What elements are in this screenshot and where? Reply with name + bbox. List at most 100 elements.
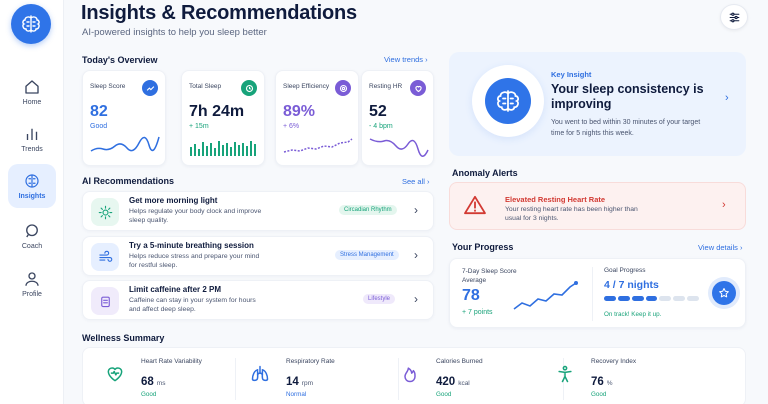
wellness-item-hrv[interactable]: Heart Rate Variability 68 ms Good [83, 356, 243, 402]
anomaly-title: Elevated Resting Heart Rate [505, 195, 606, 204]
recommendation-tag: Circadian Rhythm [339, 205, 397, 215]
anomaly-alert-card[interactable]: Elevated Resting Heart Rate Your resting… [449, 182, 746, 230]
cup-icon [91, 287, 119, 315]
sidebar-item-insights[interactable]: Insights [8, 164, 56, 208]
value: 68 [141, 376, 154, 388]
metric-card-sleep-score[interactable]: Sleep Score 82 Good [82, 70, 166, 166]
recommendation-desc: Helps reduce stress and prepare your min… [129, 253, 260, 269]
recommendation-item-caffeine[interactable]: Limit caffeine after 2 PM Caffeine can s… [82, 280, 434, 320]
value: 420 [436, 376, 456, 388]
sidebar-item-profile[interactable]: Profile [8, 262, 56, 306]
clock-icon [241, 80, 257, 96]
wellness-value: 14 rpm [286, 376, 313, 388]
recommendation-title: Limit caffeine after 2 PM [129, 285, 222, 294]
see-all-link[interactable]: See all › [402, 177, 430, 186]
chevron-right-icon: › [414, 292, 418, 306]
page-subtitle: AI-powered insights to help you sleep be… [82, 27, 267, 38]
metric-card-resting-hr[interactable]: Resting HR 52 - 4 bpm [361, 70, 434, 166]
recommendation-item-breathing[interactable]: Try a 5-minute breathing session Helps r… [82, 236, 434, 276]
metric-card-total-sleep[interactable]: Total Sleep 7h 24m + 15m [181, 70, 265, 166]
unit: % [606, 380, 613, 387]
avg-score-trendline [513, 281, 578, 310]
unit: ms [156, 380, 166, 387]
metric-sub: + 6% [283, 123, 300, 130]
sidebar-item-home[interactable]: Home [8, 70, 56, 114]
recommendation-title: Try a 5-minute breathing session [129, 241, 254, 250]
sidebar-item-trends[interactable]: Trends [8, 117, 56, 161]
recommendation-item-light[interactable]: Get more morning light Helps regulate yo… [82, 191, 434, 231]
sleep-score-sparkline [90, 136, 160, 152]
goal-note: On track! Keep it up. [604, 311, 662, 318]
divider [398, 358, 399, 400]
heart-pulse-icon [105, 364, 125, 389]
heart-icon [410, 80, 426, 96]
goal-segment [604, 296, 616, 301]
recommendations-title: AI Recommendations [82, 176, 175, 186]
target-icon [335, 80, 351, 96]
insight-label: Key Insight [551, 70, 592, 79]
goal-segment [617, 296, 630, 301]
value: 14 [286, 376, 299, 388]
sidebar-item-label: Coach [21, 243, 43, 250]
wellness-item-calories[interactable]: Calories Burned 420 kcal Good [378, 356, 538, 402]
avg-score-value: 78 [462, 287, 480, 304]
goal-segment [673, 296, 686, 301]
metric-label: Sleep Efficiency [283, 83, 330, 90]
star-badge[interactable] [712, 281, 736, 305]
flame-icon [400, 364, 420, 389]
value: 76 [591, 376, 604, 388]
wellness-label: Respiratory Rate [286, 358, 335, 365]
metric-value: 89% [283, 103, 316, 120]
chevron-right-icon[interactable]: › [725, 92, 729, 104]
bar-chart-icon [26, 128, 38, 140]
anomaly-section-title: Anomaly Alerts [452, 168, 518, 178]
insight-headline: Your sleep consistency is improving [551, 82, 704, 111]
view-details-label: View details [698, 243, 738, 252]
sidebar-item-coach[interactable]: Coach [8, 214, 56, 258]
insight-body: You went to bed within 30 minutes of you… [551, 119, 701, 137]
recommendation-tag: Lifestyle [363, 294, 396, 304]
progress-card: 7-Day Sleep Score Average 78 + 7 points … [449, 258, 746, 328]
sleep-efficiency-sparkline [283, 138, 353, 153]
person-icon [555, 364, 575, 389]
wellness-label: Heart Rate Variability [141, 358, 202, 365]
unit: rpm [301, 380, 313, 387]
insight-illustration [472, 65, 544, 137]
metric-sub: + 15m [189, 123, 209, 130]
key-insight-card[interactable]: Key Insight Your sleep consistency is im… [449, 52, 746, 156]
sidebar-item-label: Insights [18, 193, 46, 200]
goal-progress-bar [604, 296, 700, 301]
metric-card-sleep-efficiency[interactable]: Sleep Efficiency 89% + 6% [275, 70, 359, 166]
goal-segment [659, 296, 672, 301]
view-details-link[interactable]: View details › [698, 243, 743, 252]
wellness-status: Good [436, 391, 452, 398]
sun-icon [91, 198, 119, 226]
brain-icon [497, 90, 519, 112]
chevron-right-icon: › [414, 248, 418, 262]
star-icon [719, 288, 729, 298]
wellness-status: Good [591, 391, 607, 398]
wellness-label: Recovery Index [591, 358, 637, 365]
view-trends-link[interactable]: View trends › [384, 55, 428, 64]
lungs-icon [250, 364, 270, 389]
chat-icon [26, 224, 38, 238]
trend-icon [142, 80, 158, 96]
wellness-value: 76% [591, 376, 613, 388]
wellness-item-respiratory[interactable]: Respiratory Rate 14 rpm Normal [228, 356, 388, 402]
page-title: Insights & Recommendations [81, 2, 357, 24]
goal-value: 4 / 7 nights [604, 279, 659, 291]
sidebar-item-label: Trends [21, 146, 43, 153]
wellness-item-recovery[interactable]: Recovery Index 76% Good [533, 356, 693, 402]
divider [235, 358, 236, 400]
wellness-status: Good [141, 391, 157, 398]
goal-label: Goal Progress [604, 267, 646, 274]
filter-button[interactable] [720, 4, 748, 30]
wellness-value: 68 ms [141, 376, 165, 388]
divider [592, 267, 593, 321]
recommendation-tag: Stress Management [335, 250, 399, 260]
home-icon [25, 80, 39, 94]
total-sleep-bars [190, 141, 256, 156]
app-logo[interactable] [11, 4, 51, 44]
user-icon [25, 272, 39, 286]
progress-title: Your Progress [452, 242, 514, 252]
